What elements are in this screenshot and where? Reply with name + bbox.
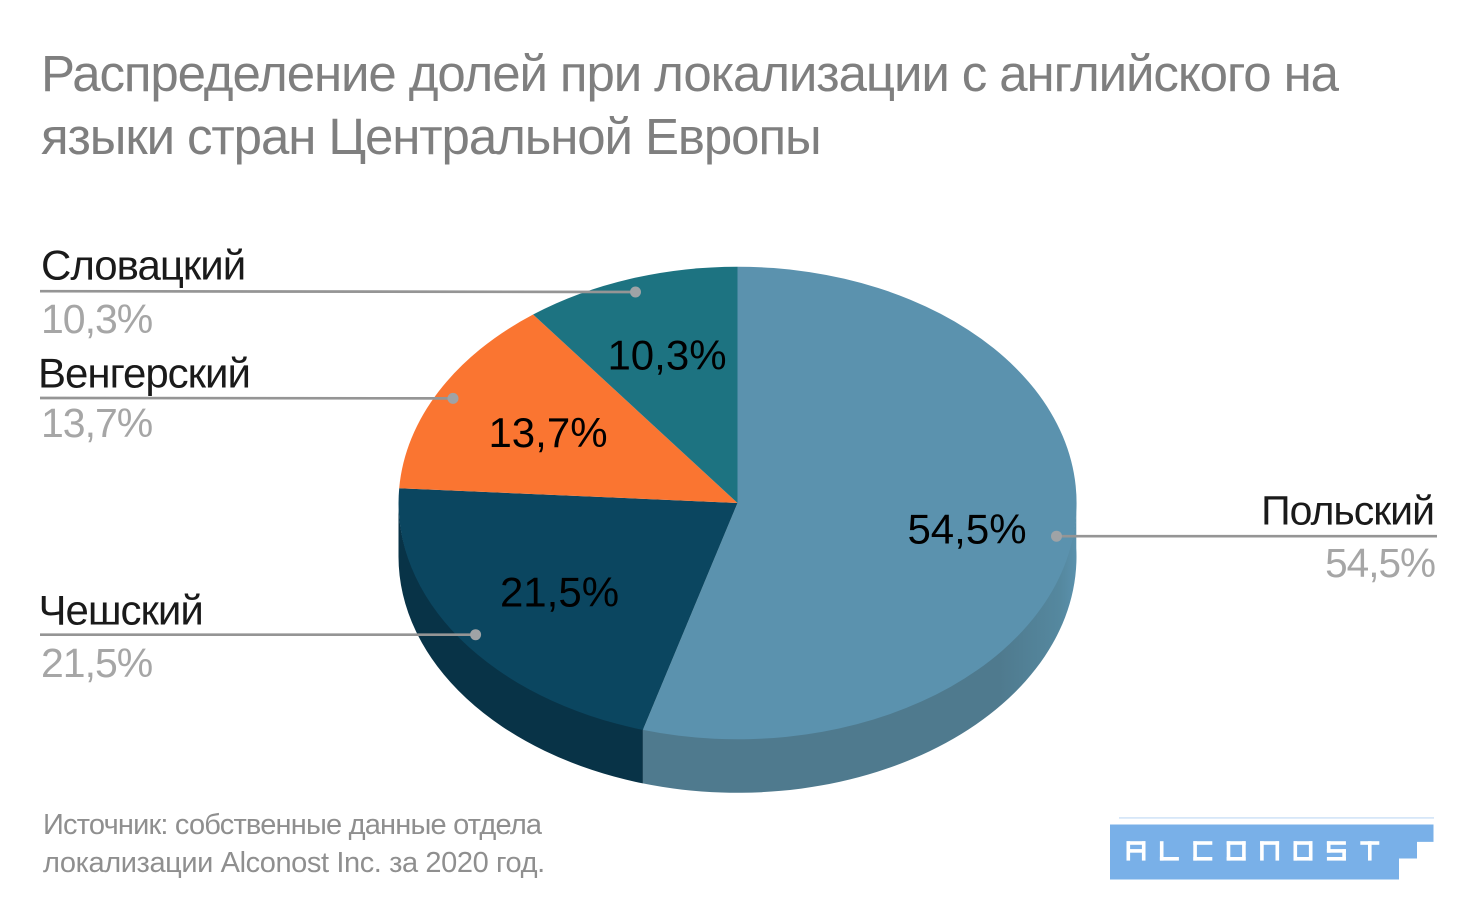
svg-text:языки стран Центральной Европы: языки стран Центральной Европы — [41, 108, 821, 165]
svg-text:Источник: собственные данные о: Источник: собственные данные отдела — [43, 809, 543, 841]
svg-text:21,5%: 21,5% — [41, 640, 152, 686]
svg-text:10,3%: 10,3% — [607, 332, 726, 379]
svg-text:Польский: Польский — [1261, 488, 1434, 534]
svg-text:54,5%: 54,5% — [907, 505, 1026, 552]
svg-text:10,3%: 10,3% — [41, 296, 152, 342]
svg-text:Чешский: Чешский — [39, 587, 203, 634]
svg-text:Распределение долей при локали: Распределение долей при локализации с ан… — [41, 45, 1340, 102]
svg-text:13,7%: 13,7% — [488, 409, 607, 456]
svg-text:локализации Alconost Inc. за 2: локализации Alconost Inc. за 2020 год. — [43, 847, 545, 879]
svg-text:Венгерский: Венгерский — [38, 350, 250, 397]
svg-text:54,5%: 54,5% — [1325, 540, 1435, 586]
svg-text:Словацкий: Словацкий — [41, 242, 245, 289]
svg-text:13,7%: 13,7% — [41, 400, 152, 446]
svg-text:21,5%: 21,5% — [500, 569, 619, 616]
